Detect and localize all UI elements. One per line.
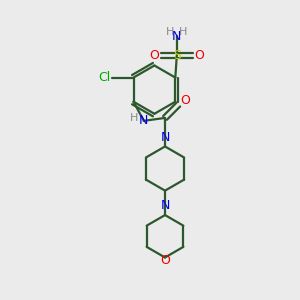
Text: N: N bbox=[161, 131, 170, 144]
Text: S: S bbox=[173, 49, 181, 62]
Text: O: O bbox=[194, 49, 204, 62]
Text: N: N bbox=[160, 199, 170, 212]
Text: H: H bbox=[179, 27, 188, 37]
Text: H: H bbox=[130, 113, 139, 124]
Text: O: O bbox=[149, 49, 159, 62]
Text: Cl: Cl bbox=[98, 71, 110, 84]
Text: H: H bbox=[166, 27, 175, 37]
Text: N: N bbox=[172, 30, 182, 43]
Text: O: O bbox=[180, 94, 190, 107]
Text: N: N bbox=[139, 114, 148, 127]
Text: O: O bbox=[160, 254, 170, 267]
